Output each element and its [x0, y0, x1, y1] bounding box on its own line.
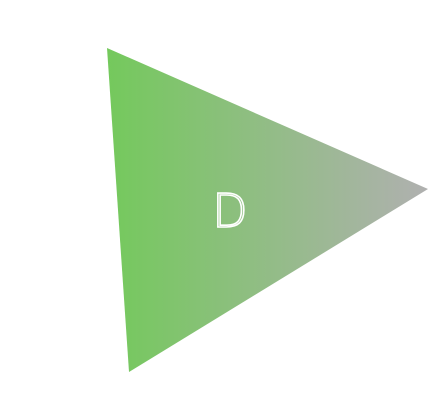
letter-d-text: D [212, 184, 247, 238]
triangle-shape[interactable] [107, 48, 428, 372]
letter-d: D [211, 183, 248, 239]
